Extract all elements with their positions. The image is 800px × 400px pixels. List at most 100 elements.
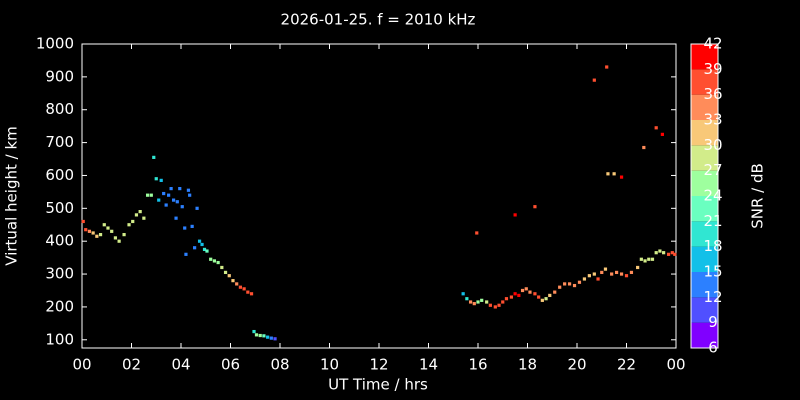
colorbar-bin: [691, 272, 718, 298]
point: [154, 177, 158, 181]
point: [142, 216, 146, 220]
point: [149, 193, 153, 197]
point: [504, 297, 509, 301]
point: [520, 288, 525, 293]
point: [636, 265, 640, 270]
point: [563, 282, 567, 286]
point: [537, 295, 541, 299]
point: [84, 228, 88, 232]
point: [254, 333, 259, 337]
colorbar-label: SNR / dB: [749, 163, 767, 229]
x-axis-label: UT Time / hrs: [328, 376, 428, 394]
point: [197, 239, 202, 243]
point: [273, 337, 277, 341]
colorbar-tick-label: 18: [703, 237, 722, 255]
colorbar-tick-label: 15: [703, 263, 722, 281]
point: [587, 274, 591, 278]
point: [533, 292, 537, 296]
point: [178, 187, 182, 191]
point: [509, 295, 514, 299]
point: [238, 285, 242, 289]
x-tick-label: 22: [617, 356, 636, 374]
point: [235, 282, 239, 286]
point: [610, 272, 614, 276]
point: [606, 172, 610, 176]
x-tick-label: 18: [518, 356, 537, 374]
point: [193, 246, 197, 250]
point: [603, 267, 608, 271]
point: [216, 260, 220, 265]
point: [200, 242, 204, 247]
point: [497, 303, 501, 307]
colorbar-tick-label: 27: [703, 161, 722, 179]
point: [619, 175, 624, 179]
y-tick-label: 100: [45, 330, 74, 348]
y-tick-label: 500: [45, 199, 74, 217]
point: [662, 251, 666, 255]
point: [231, 279, 235, 283]
colorbar-bin: [691, 322, 718, 348]
colorbar-bin: [691, 69, 718, 95]
colorbar-bin: [691, 170, 718, 196]
y-tick-label: 900: [45, 67, 74, 85]
point: [476, 300, 480, 304]
colorbar-tick-label: 12: [703, 288, 722, 306]
point: [242, 287, 246, 291]
point: [528, 290, 532, 294]
point: [461, 292, 465, 296]
point: [209, 257, 213, 261]
point: [91, 231, 95, 235]
point: [127, 223, 131, 227]
point: [106, 226, 110, 230]
point: [485, 300, 489, 304]
point: [167, 193, 171, 197]
point: [540, 298, 544, 302]
point: [533, 205, 537, 209]
point: [152, 155, 156, 159]
point: [98, 233, 103, 237]
point: [592, 78, 596, 82]
x-tick-label: 14: [419, 356, 438, 374]
x-tick-label: 16: [468, 356, 487, 374]
x-tick-label: 08: [270, 356, 289, 374]
point: [468, 300, 473, 304]
point: [164, 203, 168, 207]
point: [188, 193, 192, 197]
point: [639, 257, 643, 261]
x-tick-label: 00: [666, 356, 685, 374]
point: [647, 257, 651, 261]
point: [145, 193, 150, 197]
colorbar-bin: [691, 196, 718, 222]
point: [227, 274, 231, 278]
point: [87, 229, 92, 233]
point: [605, 65, 609, 69]
point: [252, 329, 256, 334]
point: [658, 249, 662, 253]
point: [612, 172, 616, 176]
point: [180, 205, 184, 209]
colorbar-tick-label: 42: [703, 35, 722, 53]
point: [673, 252, 677, 256]
point: [544, 297, 548, 301]
point: [95, 234, 99, 238]
point: [567, 282, 572, 286]
point: [157, 198, 161, 202]
point: [596, 277, 600, 281]
point: [117, 239, 121, 243]
point: [262, 334, 266, 338]
point: [493, 305, 497, 309]
point: [643, 259, 647, 263]
point: [629, 270, 634, 275]
colorbar-bin: [691, 44, 718, 70]
point: [475, 231, 479, 235]
point: [553, 290, 557, 294]
x-tick-label: 04: [171, 356, 190, 374]
point: [81, 219, 85, 224]
point: [572, 283, 577, 288]
point: [600, 270, 604, 275]
point: [582, 277, 587, 281]
point: [480, 298, 484, 302]
y-tick-label: 200: [45, 297, 74, 315]
point: [159, 178, 163, 182]
